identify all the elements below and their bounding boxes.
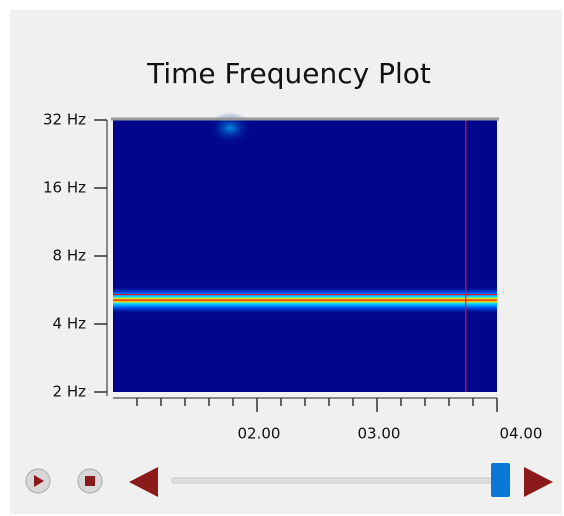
spectral-blob xyxy=(208,112,252,144)
x-tick-label: 04.00 xyxy=(500,425,543,443)
spectrogram-background xyxy=(113,120,497,392)
x-tick-label: 02.00 xyxy=(238,425,281,443)
next-button[interactable] xyxy=(524,467,553,497)
y-tick-label: 16 Hz xyxy=(43,179,86,197)
y-tick-label: 32 Hz xyxy=(43,111,86,129)
previous-button[interactable] xyxy=(129,467,158,497)
y-tick-label: 8 Hz xyxy=(53,247,87,265)
x-tick-label: 03.00 xyxy=(358,425,401,443)
chart-title: Time Frequency Plot xyxy=(146,57,431,90)
stop-button[interactable] xyxy=(77,468,103,494)
y-tick-label: 4 Hz xyxy=(53,315,87,333)
slider-thumb[interactable] xyxy=(491,463,510,497)
play-button[interactable] xyxy=(25,468,51,494)
frequency-band xyxy=(113,286,497,315)
slider-track[interactable] xyxy=(171,477,511,484)
y-tick-label: 2 Hz xyxy=(53,383,87,401)
